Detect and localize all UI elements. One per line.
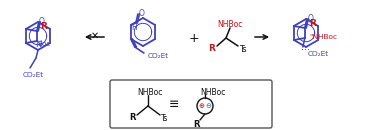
Text: CO₂Et: CO₂Et (147, 53, 169, 59)
FancyBboxPatch shape (110, 80, 272, 128)
Text: N: N (35, 40, 41, 48)
Text: ✕: ✕ (91, 31, 99, 41)
Text: CO₂Et: CO₂Et (307, 51, 328, 57)
Text: O: O (307, 14, 313, 22)
Text: NHBoc: NHBoc (137, 87, 163, 96)
Text: +: + (189, 31, 199, 44)
Text: ⊖: ⊖ (206, 103, 211, 109)
Text: O: O (138, 8, 144, 18)
Text: ···: ··· (301, 45, 310, 55)
Text: "NHBoc: "NHBoc (309, 34, 337, 40)
Text: Ts: Ts (239, 44, 247, 54)
Text: O: O (39, 17, 45, 25)
Text: NHBoc: NHBoc (217, 20, 243, 28)
Text: ⊕: ⊕ (198, 103, 204, 109)
Text: R: R (193, 119, 199, 128)
Text: H: H (131, 22, 137, 31)
Text: Ts: Ts (161, 113, 169, 122)
Text: R: R (129, 112, 135, 122)
Text: Boc: Boc (37, 41, 51, 47)
Text: R: R (209, 44, 215, 53)
Text: R: R (310, 18, 316, 28)
Text: R: R (40, 21, 47, 31)
Text: ≡: ≡ (169, 98, 179, 110)
Text: NHBoc: NHBoc (200, 87, 226, 96)
Text: CO₂Et: CO₂Et (22, 72, 43, 78)
